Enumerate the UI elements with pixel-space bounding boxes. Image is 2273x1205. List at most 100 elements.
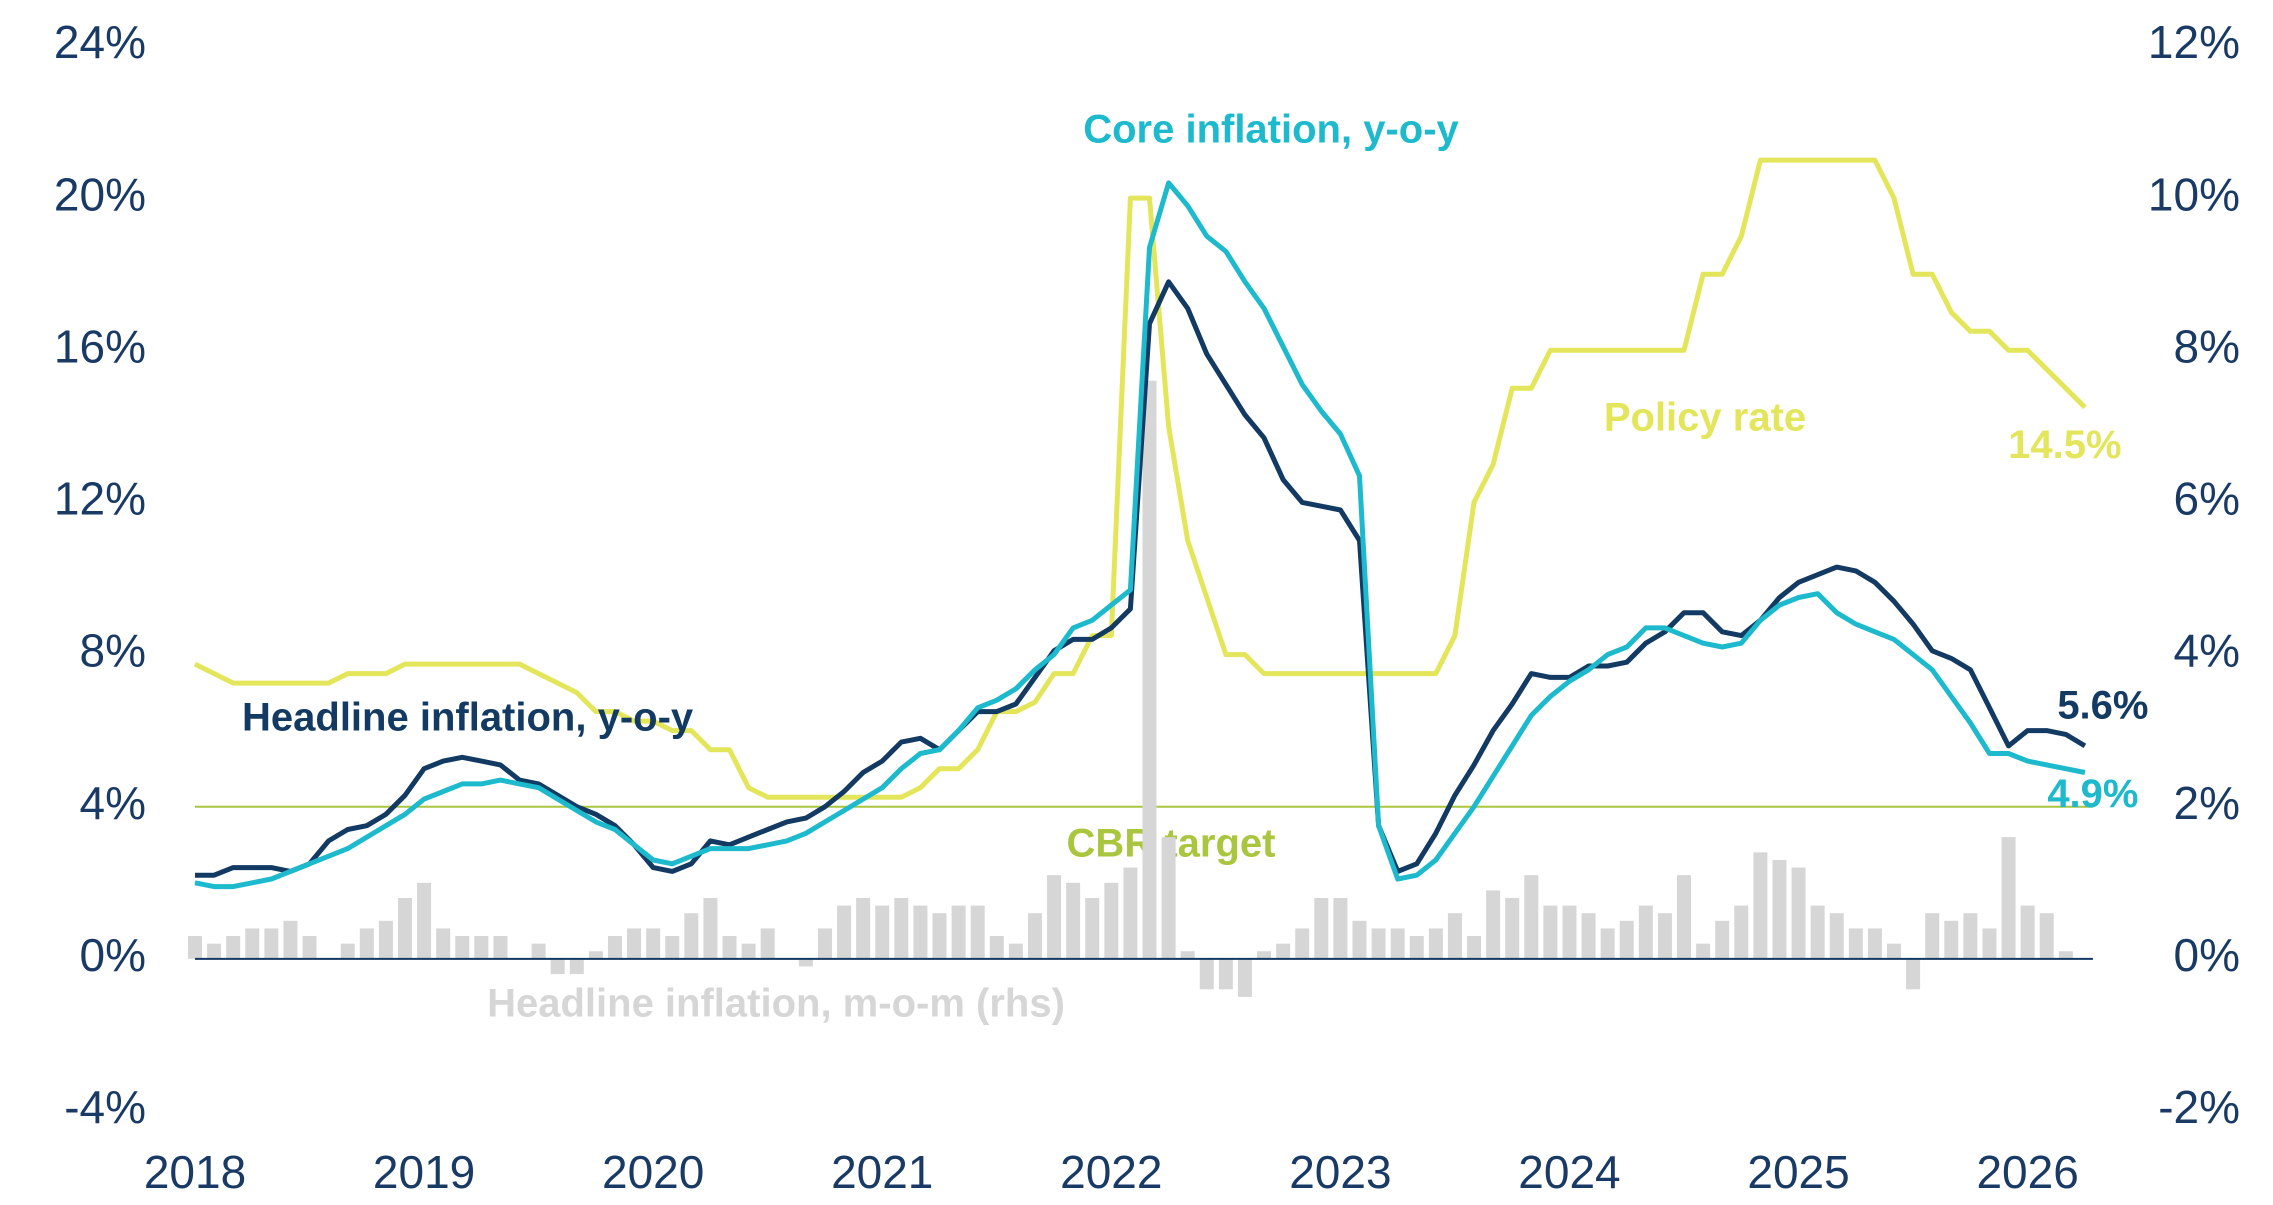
bar <box>397 898 412 959</box>
bar <box>1123 867 1138 959</box>
bar <box>684 913 699 959</box>
y2-tick-label: 4% <box>2174 625 2240 677</box>
y2-tick-label: 10% <box>2148 168 2240 220</box>
bar <box>1467 936 1482 959</box>
y2-tick-label: 8% <box>2174 320 2240 372</box>
data-label: 4.9% <box>2047 772 2138 816</box>
bar <box>1104 882 1119 959</box>
bar <box>1887 943 1902 959</box>
bar <box>1333 898 1348 959</box>
y-tick-label: 20% <box>54 168 146 220</box>
bar <box>989 936 1004 959</box>
y-tick-label: 8% <box>80 625 146 677</box>
line <box>195 279 2087 878</box>
bar <box>665 936 680 959</box>
bar <box>283 920 298 959</box>
y-tick-label: 0% <box>80 929 146 981</box>
bar <box>646 928 661 959</box>
bar <box>378 920 393 959</box>
x-tick-label: 2022 <box>1060 1146 1162 1198</box>
bar <box>1199 958 1214 990</box>
bar <box>1409 936 1424 959</box>
x-tick-label: 2020 <box>602 1146 704 1198</box>
bar <box>1810 905 1825 959</box>
bar <box>1066 882 1081 959</box>
bar <box>550 958 565 975</box>
bar <box>856 898 871 959</box>
bar <box>1447 913 1462 959</box>
bar <box>1371 928 1386 959</box>
bar <box>913 905 928 959</box>
bar <box>1295 928 1310 959</box>
bar <box>1486 890 1501 959</box>
x-tick-label: 2018 <box>144 1146 246 1198</box>
bar <box>1505 898 1520 959</box>
bar <box>302 936 317 959</box>
bar <box>226 936 241 959</box>
bar <box>1180 951 1195 959</box>
series-label: Headline inflation, m-o-m (rhs) <box>487 982 1065 1026</box>
bar <box>1677 875 1692 959</box>
bar <box>1524 875 1539 959</box>
bar <box>1867 928 1882 959</box>
bar <box>1428 928 1443 959</box>
series-label: Headline inflation, y-o-y <box>242 696 694 740</box>
bar <box>1027 913 1042 959</box>
bar <box>588 951 603 959</box>
bar <box>2039 913 2054 959</box>
bar <box>340 943 355 959</box>
bar <box>474 936 489 959</box>
bar <box>188 936 202 959</box>
bar <box>722 936 737 959</box>
bar <box>1715 920 1730 959</box>
line <box>194 180 2086 890</box>
y2-tick-label: 6% <box>2174 473 2240 525</box>
bar <box>1237 958 1252 997</box>
x-tick-label: 2026 <box>1976 1146 2078 1198</box>
bar <box>875 905 890 959</box>
bar <box>2058 951 2073 959</box>
bar <box>569 958 584 975</box>
y2-tick-label: -2% <box>2158 1081 2240 1133</box>
bar <box>951 905 966 959</box>
bar <box>1161 837 1176 959</box>
bar <box>207 943 222 959</box>
bar <box>1543 905 1558 959</box>
bar <box>1906 958 1921 990</box>
series-label: Policy rate <box>1604 396 1806 440</box>
y2-tick-label: 2% <box>2174 777 2240 829</box>
bar <box>1638 905 1653 959</box>
data-label: 5.6% <box>2057 683 2148 727</box>
bar <box>493 936 508 959</box>
data-label: 14.5% <box>2008 423 2121 467</box>
bar <box>436 928 451 959</box>
x-tick-label: 2025 <box>1747 1146 1849 1198</box>
y-tick-label: 4% <box>80 777 146 829</box>
bar <box>741 943 756 959</box>
y2-tick-label: 12% <box>2148 16 2240 68</box>
bar <box>1791 867 1806 959</box>
x-tick-label: 2019 <box>373 1146 475 1198</box>
x-tick-label: 2023 <box>1289 1146 1391 1198</box>
bar <box>1619 920 1634 959</box>
bar <box>359 928 374 959</box>
bar <box>1142 380 1157 959</box>
bar <box>607 936 622 959</box>
y-tick-label: 12% <box>54 473 146 525</box>
bar <box>1276 943 1291 959</box>
bar <box>1657 913 1672 959</box>
y-tick-label: 16% <box>54 320 146 372</box>
bar <box>1772 859 1787 959</box>
bar <box>1829 913 1844 959</box>
bar <box>1008 943 1023 959</box>
x-tick-label: 2021 <box>831 1146 933 1198</box>
bar <box>1314 898 1329 959</box>
bar <box>1963 913 1978 959</box>
bar <box>970 905 985 959</box>
bar <box>1047 875 1062 959</box>
bar <box>894 898 909 959</box>
bar <box>1218 958 1233 990</box>
bar <box>1085 898 1100 959</box>
